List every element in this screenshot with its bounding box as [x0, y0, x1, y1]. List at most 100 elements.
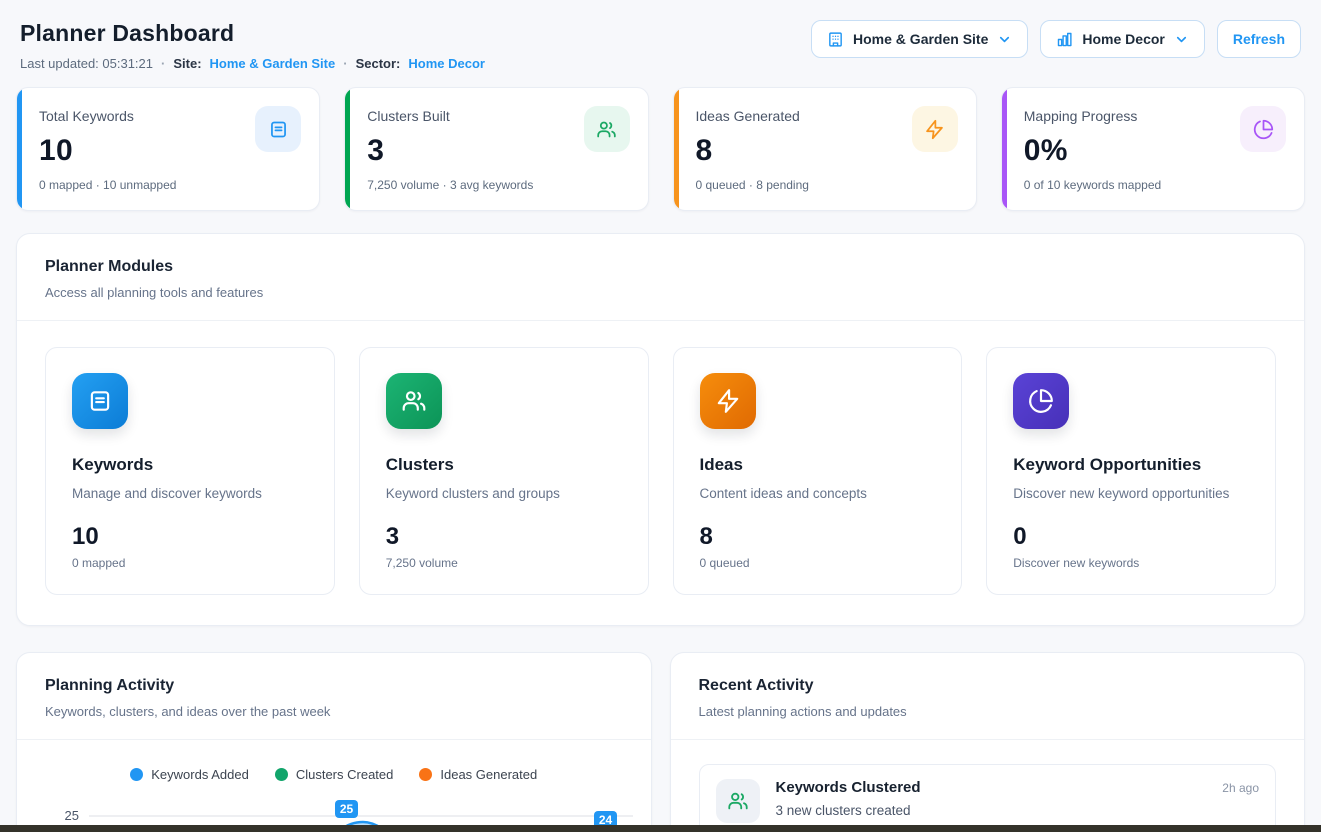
module-detail: 7,250 volume: [385, 556, 458, 570]
document-icon: [72, 373, 128, 429]
planning-activity-title: Planning Activity: [45, 677, 175, 694]
legend-label: Ideas Generated: [440, 767, 538, 782]
module-card-keywords[interactable]: Keywords Manage and discover keywords 10…: [45, 347, 335, 595]
chevron-down-icon: [1174, 32, 1189, 47]
stat-detail: 7,250 volume · 3 avg keywords: [367, 178, 534, 192]
page-title: Planner Dashboard: [20, 20, 235, 46]
last-updated-text: Last updated: 05:31:21: [20, 56, 154, 71]
module-value: 0: [1013, 523, 1027, 550]
legend-dot-orange: [419, 768, 433, 781]
bottom-edge-bar: [0, 825, 1321, 832]
module-title: Clusters: [385, 455, 454, 474]
modules-grid: Keywords Manage and discover keywords 10…: [17, 321, 1304, 625]
legend-item-clusters-created: Clusters Created: [274, 767, 394, 782]
separator-dot: ·: [343, 56, 348, 71]
activity-item-time: 2h ago: [1222, 781, 1259, 795]
stat-label: Clusters Built: [367, 108, 450, 124]
stat-card-mapping-progress: Mapping Progress 0% 0 of 10 keywords map…: [1000, 87, 1305, 211]
activity-item-keywords-clustered: Keywords Clustered 2h ago 3 new clusters…: [698, 764, 1276, 832]
data-point-label: 25: [335, 800, 358, 818]
stat-card-total-keywords: Total Keywords 10 0 mapped · 10 unmapped: [16, 87, 321, 211]
stat-detail: 0 mapped · 10 unmapped: [39, 178, 177, 192]
module-card-ideas[interactable]: Ideas Content ideas and concepts 8 0 que…: [672, 347, 963, 595]
pie-icon: [1013, 373, 1070, 429]
planning-activity-header: Planning Activity Keywords, clusters, an…: [17, 653, 651, 740]
legend-item-ideas-generated: Ideas Generated: [419, 767, 537, 782]
header-left: Planner Dashboard Last updated: 05:31:21…: [20, 20, 485, 71]
legend-label: Clusters Created: [295, 767, 394, 782]
planner-modules-panel: Planner Modules Access all planning tool…: [16, 233, 1305, 626]
module-detail: 0 queued: [699, 556, 750, 570]
module-description: Discover new keyword opportunities: [1013, 486, 1230, 501]
sector-link[interactable]: Home Decor: [408, 56, 485, 71]
stat-label: Mapping Progress: [1023, 108, 1138, 124]
stat-value: 8: [695, 134, 713, 167]
header-subline: Last updated: 05:31:21 · Site: Home & Ga…: [20, 56, 485, 71]
module-detail: Discover new keywords: [1013, 556, 1140, 570]
recent-activity-list: Keywords Clustered 2h ago 3 new clusters…: [671, 740, 1305, 832]
chevron-down-icon: [997, 32, 1012, 47]
legend-dot-blue: [130, 768, 144, 781]
module-card-keyword-opportunities[interactable]: Keyword Opportunities Discover new keywo…: [986, 347, 1276, 595]
recent-activity-header: Recent Activity Latest planning actions …: [670, 653, 1304, 740]
recent-activity-panel: Recent Activity Latest planning actions …: [669, 652, 1305, 832]
bottom-row: Planning Activity Keywords, clusters, an…: [16, 652, 1305, 832]
stat-label: Total Keywords: [39, 108, 134, 124]
modules-panel-subtitle: Access all planning tools and features: [45, 285, 264, 300]
module-description: Keyword clusters and groups: [385, 486, 560, 501]
data-point-label: 24: [594, 811, 617, 829]
modules-panel-title: Planner Modules: [45, 258, 174, 275]
pie-icon: [1240, 106, 1286, 152]
lightning-icon: [911, 106, 958, 152]
modules-panel-header: Planner Modules Access all planning tool…: [17, 234, 1304, 321]
module-title: Keyword Opportunities: [1013, 455, 1202, 474]
refresh-button[interactable]: Refresh: [1216, 20, 1301, 58]
stat-value: 3: [367, 134, 385, 167]
stat-card-ideas-generated: Ideas Generated 8 0 queued · 8 pending: [672, 87, 977, 211]
site-selector-label: Home & Garden Site: [853, 31, 989, 47]
page-header: Planner Dashboard Last updated: 05:31:21…: [16, 18, 1305, 71]
legend-label: Keywords Added: [151, 767, 249, 782]
chart-legend: Keywords Added Clusters Created Ideas Ge…: [17, 767, 651, 782]
module-detail: 0 mapped: [72, 556, 126, 570]
stat-value: 10: [39, 134, 73, 167]
module-description: Content ideas and concepts: [699, 486, 867, 501]
users-icon: [385, 373, 442, 429]
y-axis-tick: 25: [64, 808, 79, 823]
module-title: Ideas: [699, 455, 743, 474]
activity-content: Keywords Clustered 2h ago 3 new clusters…: [776, 779, 1260, 818]
sector-selector-dropdown[interactable]: Home Decor: [1040, 20, 1205, 58]
separator-dot: ·: [161, 56, 166, 71]
activity-chart: Keywords Added Clusters Created Ideas Ge…: [17, 767, 651, 832]
module-card-clusters[interactable]: Clusters Keyword clusters and groups 3 7…: [358, 347, 649, 595]
planning-activity-subtitle: Keywords, clusters, and ideas over the p…: [45, 704, 331, 719]
site-selector-dropdown[interactable]: Home & Garden Site: [811, 20, 1029, 58]
sector-label: Sector:: [355, 56, 401, 71]
recent-activity-title: Recent Activity: [698, 677, 814, 694]
module-value: 8: [699, 523, 713, 550]
building-icon: [827, 31, 844, 48]
stat-detail: 0 of 10 keywords mapped: [1023, 178, 1162, 192]
legend-dot-green: [274, 768, 288, 781]
header-toolbar: Home & Garden Site Home Decor Refresh: [811, 20, 1301, 58]
recent-activity-subtitle: Latest planning actions and updates: [698, 704, 907, 719]
stat-detail: 0 queued · 8 pending: [695, 178, 809, 192]
planning-activity-panel: Planning Activity Keywords, clusters, an…: [16, 652, 652, 832]
document-icon: [255, 106, 302, 152]
sector-selector-label: Home Decor: [1082, 31, 1165, 47]
module-value: 3: [385, 523, 400, 550]
users-icon: [715, 779, 760, 823]
bar-chart-icon: [1056, 31, 1073, 48]
stat-label: Ideas Generated: [695, 108, 800, 124]
site-link[interactable]: Home & Garden Site: [209, 56, 336, 71]
users-icon: [583, 106, 630, 152]
site-label: Site:: [173, 56, 202, 71]
module-description: Manage and discover keywords: [72, 486, 262, 501]
legend-item-keywords-added: Keywords Added: [130, 767, 249, 782]
stat-card-clusters-built: Clusters Built 3 7,250 volume · 3 avg ke…: [344, 87, 649, 211]
activity-item-title: Keywords Clustered: [775, 779, 921, 796]
activity-item-description: 3 new clusters created: [775, 803, 911, 818]
refresh-button-label: Refresh: [1232, 31, 1285, 47]
module-title: Keywords: [72, 455, 154, 474]
